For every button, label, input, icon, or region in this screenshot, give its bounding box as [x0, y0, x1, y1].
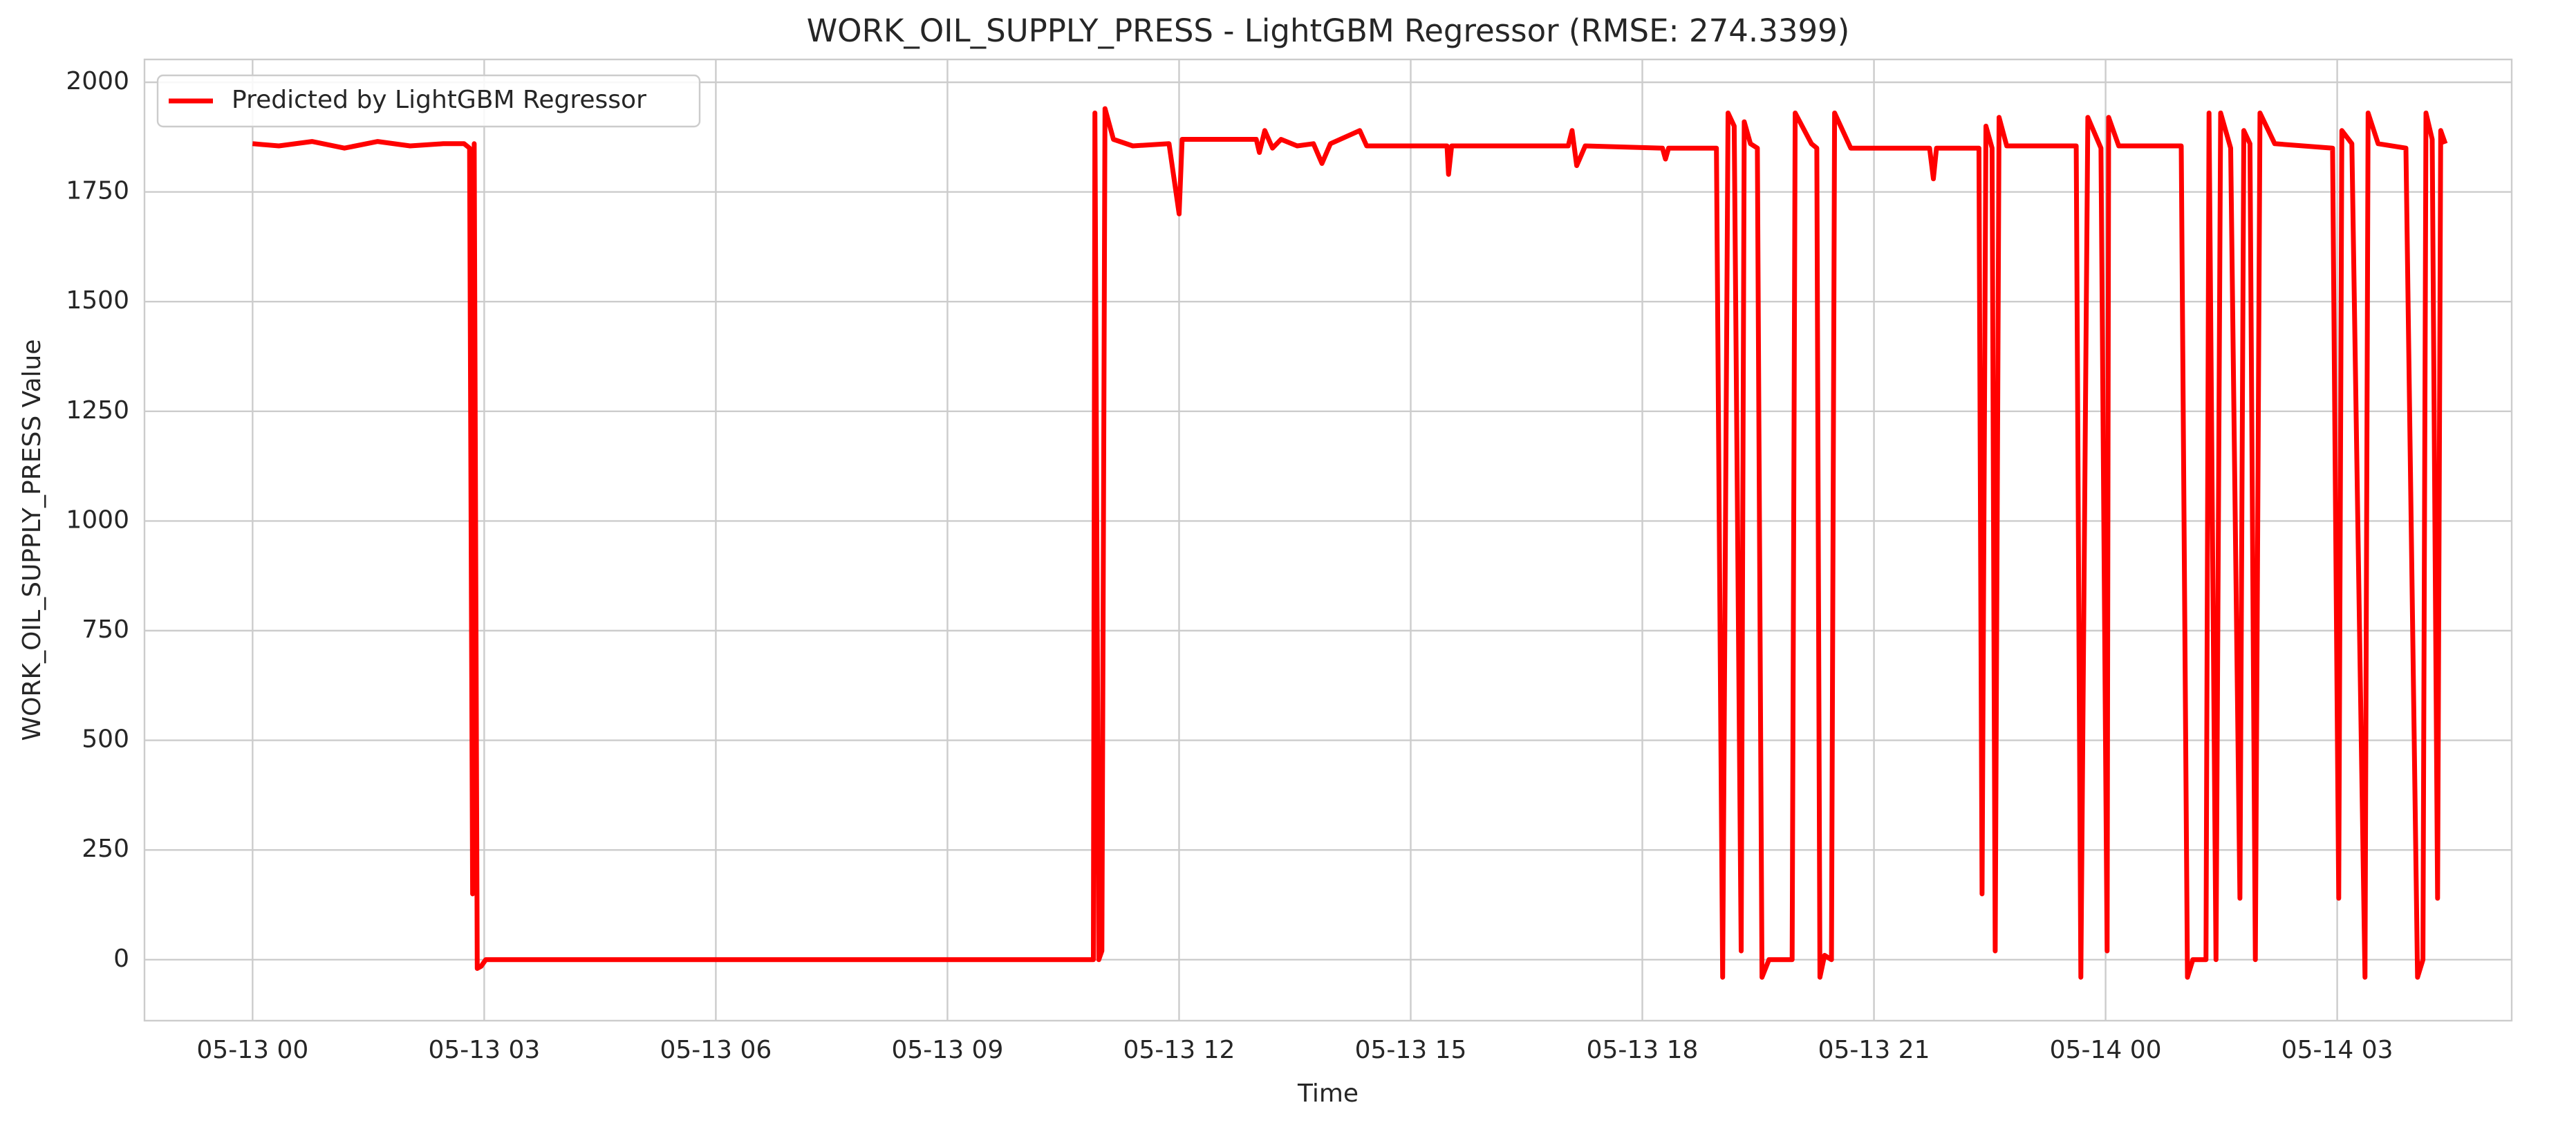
- x-axis-label: Time: [1297, 1079, 1359, 1108]
- x-tick-label: 05-14 00: [2050, 1036, 2162, 1064]
- x-tick-label: 05-13 03: [428, 1036, 540, 1064]
- x-tick-label: 05-13 18: [1587, 1036, 1699, 1064]
- y-tick-label: 500: [82, 725, 129, 754]
- legend-label: Predicted by LightGBM Regressor: [232, 86, 646, 114]
- x-tick-label: 05-13 15: [1355, 1036, 1467, 1064]
- y-axis-label: WORK_OIL_SUPPLY_PRESS Value: [18, 340, 46, 741]
- x-tick-label: 05-14 03: [2281, 1036, 2393, 1064]
- x-tick-label: 05-13 12: [1123, 1036, 1235, 1064]
- y-tick-label: 1500: [66, 286, 129, 315]
- chart-title: WORK_OIL_SUPPLY_PRESS - LightGBM Regress…: [807, 12, 1850, 49]
- y-tick-label: 250: [82, 835, 129, 863]
- legend-box: [156, 74, 701, 128]
- data-line: [252, 106, 2448, 980]
- x-tick-label: 05-13 21: [1818, 1036, 1930, 1064]
- y-tick-label: 1000: [66, 505, 129, 534]
- x-tick-label: 05-13 09: [892, 1036, 1004, 1064]
- y-tick-label: 1750: [66, 177, 129, 205]
- plot-frame: [143, 58, 2513, 1022]
- x-tick-label: 05-13 00: [196, 1036, 308, 1064]
- legend: Predicted by LightGBM Regressor: [156, 74, 701, 128]
- y-tick-label: 2000: [66, 67, 129, 95]
- y-tick-label: 0: [113, 945, 129, 973]
- y-tick-label: 1250: [66, 396, 129, 425]
- y-tick-label: 750: [82, 615, 129, 644]
- x-tick-label: 05-13 06: [660, 1036, 772, 1064]
